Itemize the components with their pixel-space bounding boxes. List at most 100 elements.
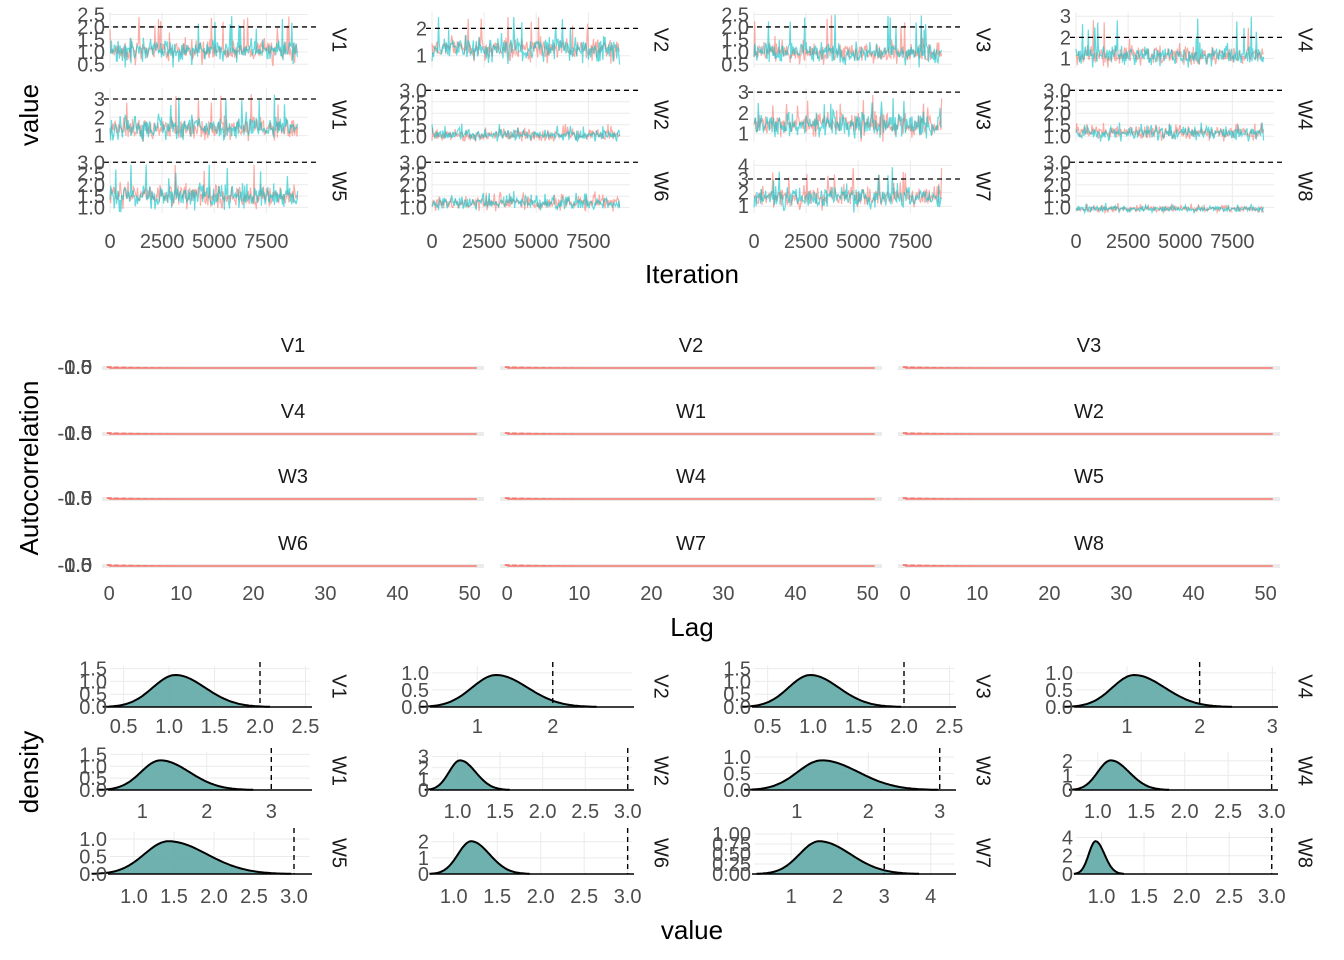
acf-bar [910,564,915,566]
trace-panel-w5: 1.01.52.02.53.0 W5 0 2500 5000 7500 [77,152,350,253]
density-y-tick-label: 1.0 [401,663,429,685]
density-y-tick-label: 1.0 [79,756,107,778]
density-x-tick-label: 1.5 [1127,801,1155,823]
acf-bar [114,497,119,499]
density-x-tick-label: 1.5 [201,716,229,738]
trace-y-tick-label: 3.0 [399,152,427,174]
density-y-tick-label: 1.0 [1045,663,1073,685]
acf-bar [512,497,517,499]
density-y-tick-label: 0.75 [712,834,751,856]
density-panel-w4: 012 1.0 1.5 2.0 2.5 3.0 W4 [1062,748,1316,823]
trace-y-tick-label: 1 [738,124,749,146]
density-y-tick-label: 0 [1062,864,1073,886]
trace-strip-label: W7 [972,172,994,202]
trace-panel-v2: 1 2 V2 [416,12,672,68]
density-area [756,841,920,874]
trace-y-tick-label: 0.5 [77,54,105,76]
density-curve [1064,673,1232,708]
density-y-tick-label: 1.5 [723,659,751,681]
acf-bar [114,432,119,434]
density-x-tick-label: 0.5 [110,716,138,738]
density-panel-v4: 0.00.51.0 1 2 3 V4 [1045,662,1316,738]
density-x-tick-label: 1.0 [120,886,148,908]
acf-bar [504,497,510,499]
acf-panels: V1-1.0-0.50.00.51.0V2 V3V4-1.0-0.50.00.51… [58,335,1280,605]
acf-bar [902,432,908,434]
density-x-tick-label: 2 [1194,716,1205,738]
acf-panel-w6: W6 -1.0-0.50.00.51.0 0 10 20 30 40 50 [58,533,484,605]
density-strip-label: V3 [972,674,994,698]
trace-y-tick-label: 2.5 [77,4,105,26]
acf-panel-w3: W3 -1.0-0.50.00.51.0 [58,466,484,510]
density-x-tick-label: 2.5 [571,801,599,823]
density-y-tick-label: 0 [1062,780,1073,802]
trace-y-tick-label: 2.5 [399,92,427,114]
acf-strip-label: V2 [679,335,703,357]
trace-y-tick-label: 2.0 [77,17,105,39]
density-y-tick-label: 0.5 [79,847,107,869]
trace-y-tick-label: 2 [738,183,749,205]
acf-bar [910,432,915,434]
acf-x-tick-label: 40 [784,583,806,605]
density-y-tick-label: 0.0 [79,697,107,719]
trace-y-tick-label: 1.0 [1043,126,1071,148]
density-y-tick-label: 1 [418,769,429,791]
density-y-tick-label: 0.00 [712,864,751,886]
density-curve [98,759,254,791]
density-strip-label: W7 [972,838,994,868]
acf-x-tick-label: 10 [170,583,192,605]
trace-y-tick-label: 1 [416,46,427,68]
acf-y-tick-label: 0.0 [64,488,92,510]
density-x-tick-label: 3 [934,801,945,823]
acf-y-tick-label: 0.0 [64,357,92,379]
acf-bar [512,432,517,434]
trace-y-tick-label: 1.5 [399,115,427,137]
density-x-tick-label: 3.0 [280,886,308,908]
trace-strip-label: V3 [972,28,994,52]
density-x-tick-label: 1.5 [160,886,188,908]
trace-panel-w8: 1.01.52.02.53.0 W8 0 2500 5000 7500 [1043,152,1316,253]
trace-y-tick-label: 2.0 [721,17,749,39]
acf-y-tick-label: -1.0 [58,488,92,510]
acf-strip-label: V4 [281,401,305,423]
trace-x-tick-label: 0 [1070,231,1081,253]
density-x-tick-label: 3.0 [1258,886,1286,908]
density-panel-w3: 0.00.51.0 1 2 3 W3 [723,747,994,823]
density-y-tick-label: 0.0 [723,780,751,802]
density-curve [418,673,597,708]
acf-bar [106,564,112,566]
density-x-tick-label: 2.0 [200,886,228,908]
acf-x-tick-label: 30 [314,583,336,605]
density-x-tick-label: 2.5 [1215,886,1243,908]
trace-strip-label: W5 [328,172,350,202]
density-strip-label: V1 [328,674,350,698]
trace-x-tick-label: 2500 [462,231,507,253]
trace-y-tick-label: 2.0 [1043,175,1071,197]
trace-panel-v1: 0.51.01.52.02.5 V1 [77,4,350,76]
density-y-tick-label: 0 [418,780,429,802]
trace-y-tick-label: 1.5 [77,186,105,208]
trace-line-chain-2 [1075,122,1265,142]
acf-strip-label: W4 [676,466,706,488]
density-y-tick-label: 2 [1062,846,1073,868]
density-curve [756,840,920,875]
trace-x-tick-label: 7500 [566,231,611,253]
acf-y-tick-label: -1.0 [58,555,92,577]
acf-y-tick-label: 0.0 [64,555,92,577]
density-area [740,675,902,707]
acf-strip-label: W8 [1074,533,1104,555]
density-y-tick-label: 0.5 [723,763,751,785]
density-curve [91,840,292,875]
density-curve [744,759,939,791]
acf-panel-v2: V2 [500,335,882,370]
density-y-tick-label: 0.5 [1045,680,1073,702]
trace-y-tick-label: 2.0 [399,103,427,125]
density-curve [1073,840,1124,875]
acf-x-tick-label: 40 [1182,583,1204,605]
trace-y-tick-label: 3.0 [399,80,427,102]
density-strip-label: W5 [328,838,350,868]
density-panel-w8: 024 1.0 1.5 2.0 2.5 3.0 W8 [1062,827,1316,908]
